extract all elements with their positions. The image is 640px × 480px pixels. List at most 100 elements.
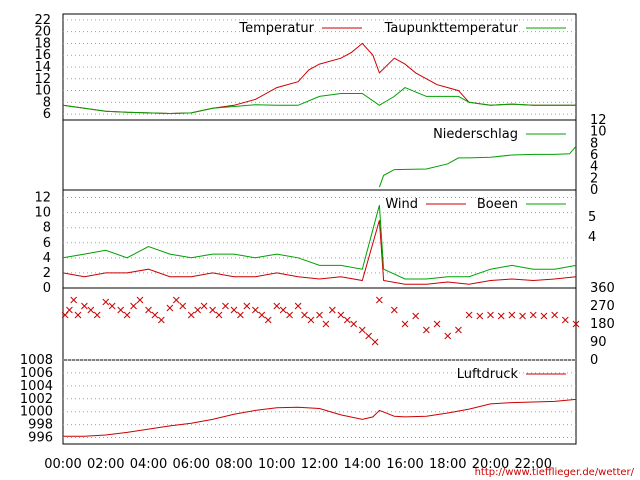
series-line-niederschlag xyxy=(378,145,577,188)
data-point xyxy=(375,296,383,304)
data-point xyxy=(316,311,323,319)
data-point xyxy=(209,306,216,314)
data-point xyxy=(529,311,537,319)
y-tick-label: 4 xyxy=(43,251,51,266)
y-tick-label: 1004 xyxy=(20,379,53,394)
data-point xyxy=(279,306,287,314)
data-point xyxy=(343,316,351,324)
y-tick-label: 16 xyxy=(34,48,51,63)
series-line-taupunkttemperatur xyxy=(62,87,576,115)
y-tick-label: 10 xyxy=(34,206,51,221)
data-point xyxy=(70,296,78,304)
y-tick-label: 1002 xyxy=(20,392,53,407)
right-tick-label: 5 xyxy=(588,210,596,225)
data-point xyxy=(350,320,358,328)
legend-label: Wind xyxy=(385,197,418,212)
data-point xyxy=(215,311,223,319)
data-point xyxy=(273,302,281,310)
data-point xyxy=(222,302,229,310)
data-point xyxy=(230,306,238,314)
data-point xyxy=(487,311,494,319)
data-point xyxy=(423,326,430,334)
x-tick-label: 06:00 xyxy=(173,457,210,472)
data-point xyxy=(286,311,293,319)
y-tick-label: 10 xyxy=(590,125,607,140)
data-point xyxy=(508,311,516,319)
y-tick-label: 8 xyxy=(43,221,51,236)
data-point xyxy=(61,311,69,319)
x-tick-label: 10:00 xyxy=(258,457,295,472)
data-point xyxy=(179,302,187,310)
x-tick-label: 00:00 xyxy=(44,457,81,472)
y-tick-label: 996 xyxy=(28,431,53,446)
data-point xyxy=(358,326,366,334)
data-point xyxy=(301,311,308,319)
y-tick-label: 6 xyxy=(43,107,51,122)
series-line-boeen xyxy=(62,204,577,280)
data-point xyxy=(401,320,409,328)
y-tick-label: 1006 xyxy=(20,366,53,381)
y-tick-label: 180 xyxy=(590,317,615,332)
data-point xyxy=(307,316,315,324)
data-point xyxy=(87,306,95,314)
right-tick-label: 4 xyxy=(588,230,596,245)
data-point xyxy=(258,311,266,319)
x-tick-label: 18:00 xyxy=(429,457,466,472)
y-tick-label: 12 xyxy=(34,191,51,206)
data-point xyxy=(157,316,165,324)
data-point xyxy=(572,320,580,328)
legend-label: Temperatur xyxy=(238,21,314,36)
data-point xyxy=(497,312,505,320)
y-tick-label: 2 xyxy=(590,171,598,186)
y-tick-label: 1008 xyxy=(20,353,53,368)
x-tick-label: 14:00 xyxy=(344,457,381,472)
data-point xyxy=(390,306,398,314)
data-point xyxy=(322,320,330,328)
x-tick-label: 04:00 xyxy=(130,457,167,472)
data-point xyxy=(108,302,116,310)
data-point xyxy=(365,332,373,340)
y-tick-label: 360 xyxy=(590,281,615,296)
panel-frame-wind_direction xyxy=(62,287,577,361)
y-tick-label: 90 xyxy=(590,335,607,350)
data-point xyxy=(455,326,462,334)
y-tick-label: 22 xyxy=(34,13,51,28)
data-point xyxy=(551,311,558,319)
y-tick-label: 20 xyxy=(34,25,51,40)
data-point xyxy=(194,306,202,314)
y-tick-label: 6 xyxy=(590,148,598,163)
data-point xyxy=(444,332,452,340)
data-point xyxy=(243,302,251,310)
y-tick-label: 1000 xyxy=(20,405,53,420)
data-point xyxy=(187,311,195,319)
data-point xyxy=(264,316,272,324)
x-tick-label: 16:00 xyxy=(386,457,423,472)
y-tick-label: 8 xyxy=(590,136,598,151)
y-tick-label: 12 xyxy=(34,72,51,87)
data-point xyxy=(252,306,259,314)
data-point xyxy=(540,312,548,320)
data-point xyxy=(294,302,302,310)
y-tick-label: 0 xyxy=(590,183,598,198)
data-point xyxy=(412,312,420,320)
data-point xyxy=(123,311,131,319)
series-line-wind xyxy=(62,220,577,285)
data-point xyxy=(476,312,484,320)
x-tick-label: 12:00 xyxy=(301,457,338,472)
data-point xyxy=(337,311,345,319)
data-point xyxy=(145,306,152,314)
y-tick-label: 6 xyxy=(43,236,51,251)
data-point xyxy=(166,304,174,312)
legend-label: Luftdruck xyxy=(457,367,519,382)
y-tick-label: 270 xyxy=(590,299,615,314)
data-point xyxy=(433,320,441,328)
data-point xyxy=(136,296,144,304)
data-point xyxy=(130,302,137,310)
x-tick-label: 08:00 xyxy=(215,457,252,472)
y-tick-label: 10 xyxy=(34,84,51,99)
y-tick-label: 2 xyxy=(43,266,51,281)
data-point xyxy=(117,306,125,314)
data-point xyxy=(66,306,73,314)
y-tick-label: 8 xyxy=(43,95,51,110)
